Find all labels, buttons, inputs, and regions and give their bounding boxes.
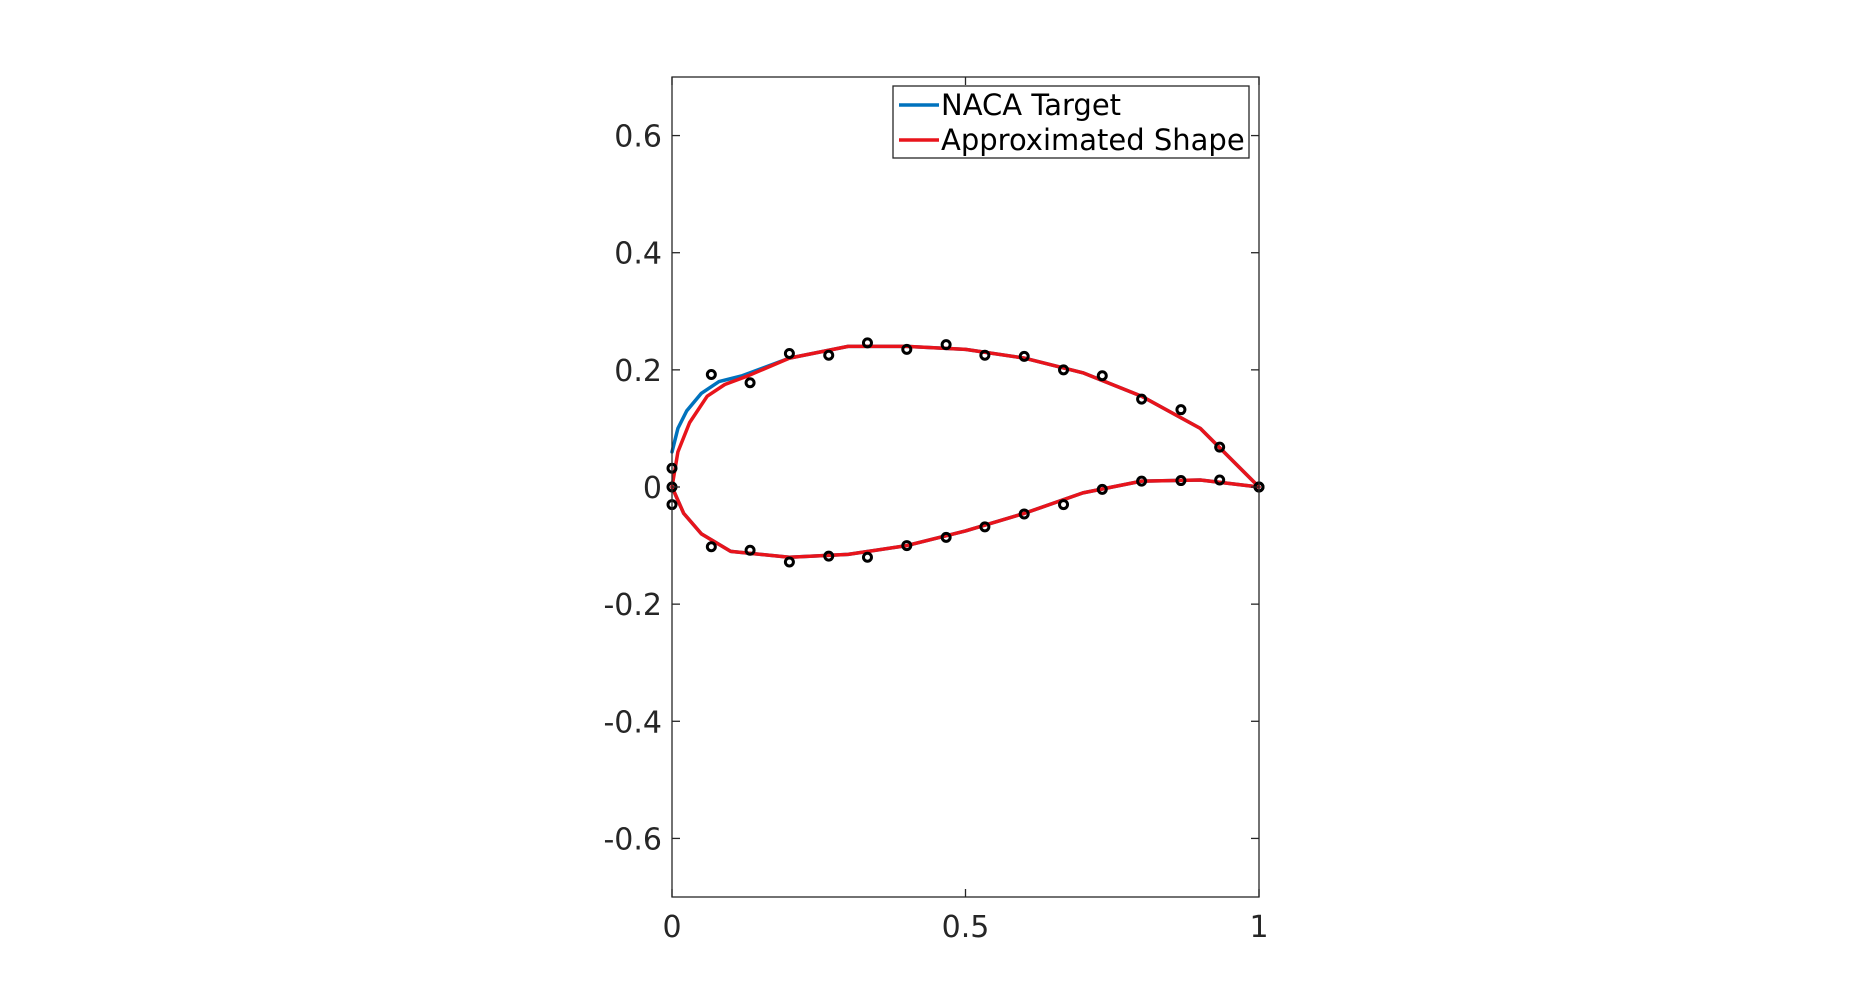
control-point (744, 544, 756, 556)
control-point (940, 531, 952, 543)
legend-label-approximated-shape: Approximated Shape (941, 123, 1245, 157)
control-point (979, 521, 991, 533)
y-tick-label: 0 (643, 471, 662, 506)
control-point (1214, 441, 1226, 453)
x-tick-label: 0.5 (942, 910, 990, 945)
control-point (940, 339, 952, 351)
y-tick-label: 0.6 (614, 120, 662, 155)
plot-background (672, 77, 1259, 897)
control-point (901, 343, 913, 355)
control-point (1058, 499, 1070, 511)
axes-layer: 0 0.5 1 -0.6 -0.4 -0.2 0 0.2 0.4 0.6 (603, 76, 1269, 945)
control-point (783, 556, 795, 568)
series-line-approximated-shape (670, 344, 1261, 560)
control-point (1018, 508, 1030, 520)
control-point (1136, 475, 1148, 487)
control-point (1096, 483, 1108, 495)
y-tick-label: 0.4 (614, 237, 662, 272)
y-tick-label: -0.6 (603, 822, 662, 857)
y-tick-label: -0.4 (603, 705, 662, 740)
control-point (783, 347, 795, 359)
control-point (901, 540, 913, 552)
y-tick-label: 0.2 (614, 354, 662, 389)
control-point (861, 551, 873, 563)
control-point (744, 377, 756, 389)
y-tick-label: -0.2 (603, 588, 662, 623)
control-point (1018, 350, 1030, 362)
control-point (823, 349, 835, 361)
control-point (1058, 364, 1070, 376)
control-point (1136, 393, 1148, 405)
control-point (1214, 474, 1226, 486)
control-point (861, 337, 873, 349)
series-layer (670, 344, 1261, 560)
control-point (979, 349, 991, 361)
control-point (1175, 404, 1187, 416)
legend-label-naca-target: NACA Target (941, 88, 1121, 122)
legend-box (892, 85, 1250, 159)
legend: NACA Target Approximated Shape (892, 85, 1250, 159)
control-point (823, 550, 835, 562)
control-point (705, 369, 717, 381)
plot-area (672, 77, 1259, 897)
control-point (1175, 475, 1187, 487)
control-point (705, 541, 717, 553)
x-tick-label: 0 (662, 910, 681, 945)
control-point (1096, 370, 1108, 382)
control-points-layer (666, 337, 1265, 568)
x-tick-label: 1 (1249, 910, 1268, 945)
